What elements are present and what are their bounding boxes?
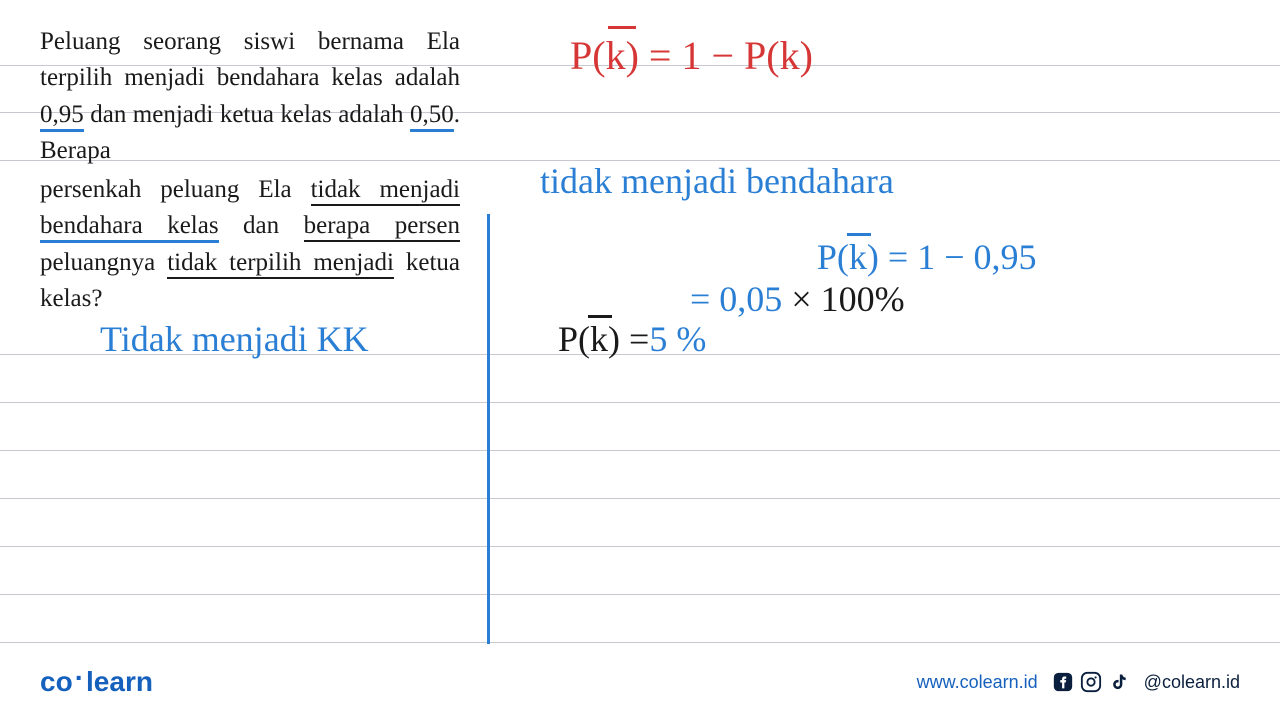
social-handle: @colearn.id [1144, 672, 1240, 693]
vertical-divider [487, 214, 490, 644]
note-not-class-president: Tidak menjadi KK [100, 318, 369, 360]
problem-text: Peluang seorang siswi bernama Ela terpil… [40, 28, 460, 91]
underlined-phrase: tidak menjadi [311, 176, 460, 206]
logo-text-co: co [40, 666, 73, 697]
footer: co·learn www.colearn.id @colearn.id [0, 662, 1280, 702]
ruled-line [0, 402, 1280, 403]
underlined-value-2: 0,50 [410, 101, 454, 132]
ruled-line [0, 450, 1280, 451]
logo-text-learn: learn [86, 666, 153, 697]
tiktok-icon [1108, 671, 1130, 693]
underlined-phrase: tidak terpilih menjadi [167, 249, 394, 279]
underlined-value-1: 0,95 [40, 101, 84, 132]
underlined-phrase: bendahara kelas [40, 212, 219, 243]
instagram-icon [1080, 671, 1102, 693]
heading-not-treasurer: tidak menjadi bendahara [540, 160, 894, 202]
facebook-icon [1052, 671, 1074, 693]
calc-step-1: P(k) = 1 − 0,95 [817, 236, 1037, 278]
calc-result-value: 5 % [649, 319, 706, 359]
problem-text: dan menjadi ketua kelas adalah [84, 101, 410, 128]
calc-multiply: × 100% [782, 279, 904, 319]
underlined-phrase: berapa persen [304, 212, 460, 242]
brand-logo: co·learn [40, 666, 153, 698]
ruled-line [0, 498, 1280, 499]
footer-right: www.colearn.id @colearn.id [917, 671, 1240, 693]
website-url: www.colearn.id [917, 672, 1038, 693]
problem-paragraph-2: persenkah peluang Ela tidak menjadi bend… [40, 172, 460, 317]
problem-paragraph-1: Peluang seorang siswi bernama Ela terpil… [40, 24, 460, 169]
social-icons [1052, 671, 1130, 693]
calc-value: = 0,05 [690, 279, 782, 319]
ruled-line [0, 642, 1280, 643]
logo-dot: · [75, 662, 84, 693]
calc-step-3: P(k) = 5 % [558, 318, 706, 360]
problem-text: persenkah peluang Ela [40, 176, 311, 203]
calc-step-2: = 0,05 × 100% [690, 278, 905, 320]
problem-text: dan [219, 212, 304, 239]
problem-text: peluangnya [40, 249, 167, 276]
ruled-line [0, 594, 1280, 595]
ruled-line [0, 546, 1280, 547]
formula-complement: P(k) = 1 − P(k) [570, 32, 813, 79]
page-container: Peluang seorang siswi bernama Ela terpil… [0, 0, 1280, 720]
calc-result-label: P(k) = [558, 318, 649, 360]
